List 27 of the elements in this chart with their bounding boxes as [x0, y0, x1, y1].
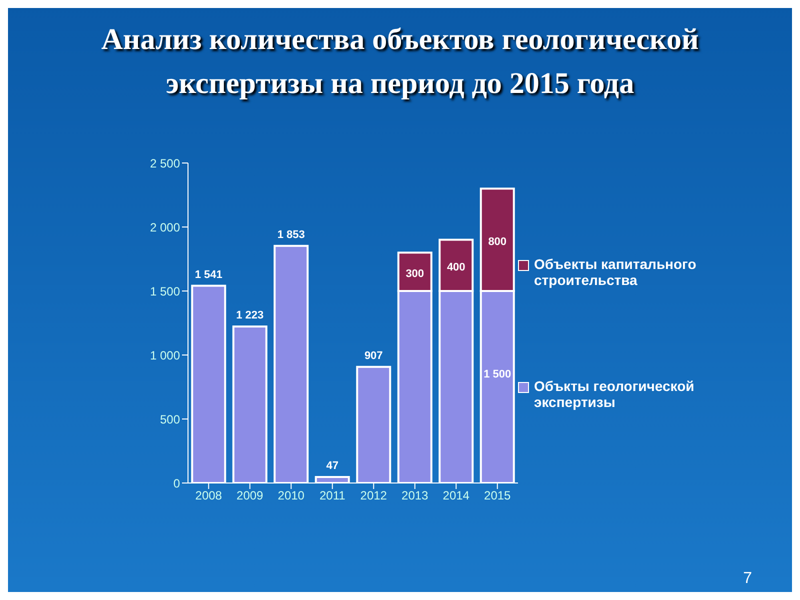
chart-title: Анализ количества объектов геологической экспертизы на период до 2015 года [100, 22, 700, 102]
data-label: 907 [364, 350, 383, 362]
data-label: 1 541 [194, 268, 222, 281]
data-label: 1 853 [277, 228, 305, 241]
x-tick-label: 2009 [236, 488, 264, 503]
text: 7 [743, 570, 752, 588]
x-tick-label: 2014 [442, 488, 470, 503]
x-tick-label: 2011 [319, 488, 346, 503]
legend-label: Объекты капитального строительства [534, 256, 698, 288]
y-tick-label: 1 500 [150, 284, 180, 298]
legend-label: Объкты геологической экспертизы [534, 378, 696, 410]
data-label: 1 223 [236, 309, 264, 322]
y-tick-label: 2 500 [150, 156, 180, 170]
x-tick-label: 2015 [484, 488, 512, 503]
data-label: 47 [326, 460, 338, 472]
y-tick-label: 500 [160, 412, 180, 426]
data-label: 400 [446, 261, 466, 274]
x-tick-label: 2010 [278, 488, 305, 503]
y-tick-label: 2 000 [150, 220, 180, 234]
x-tick-label: 2008 [195, 488, 222, 503]
y-tick-label: 1 000 [150, 348, 180, 362]
data-label: 1 500 [484, 368, 512, 380]
x-tick-label: 2012 [360, 488, 388, 503]
data-label: 300 [406, 268, 424, 280]
x-tick-label: 2013 [402, 488, 429, 503]
data-label: 800 [488, 236, 507, 248]
y-tick-label: 0 [173, 476, 180, 490]
